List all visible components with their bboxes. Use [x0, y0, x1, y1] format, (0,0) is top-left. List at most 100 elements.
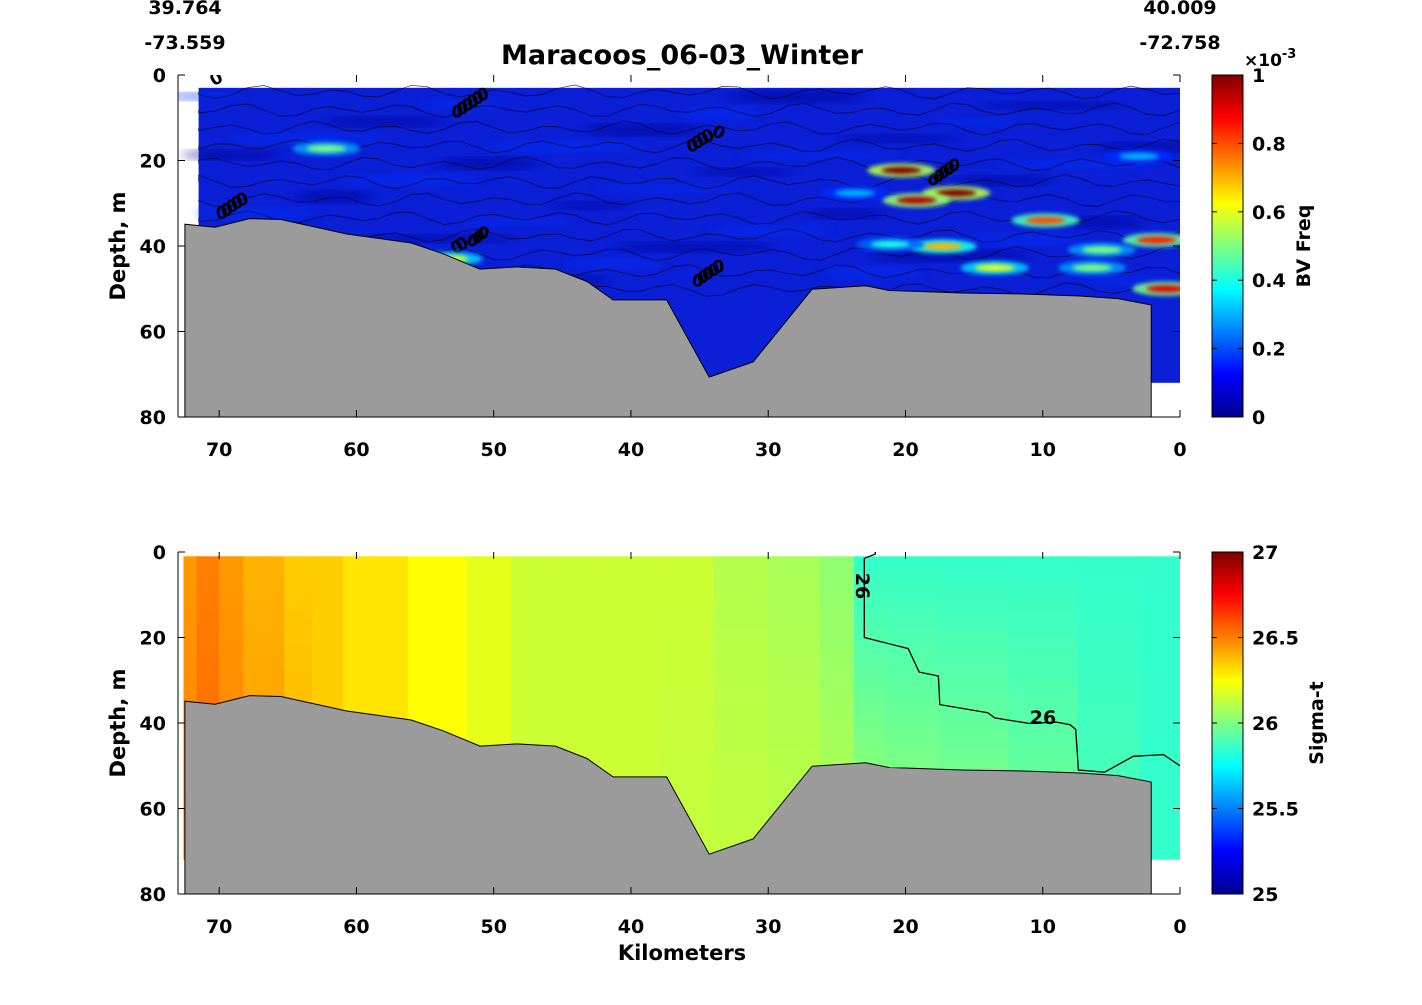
- bv-contour-label: 0: [947, 156, 961, 177]
- colorbar-tick-label: 0.4: [1252, 270, 1286, 292]
- bv-exponent-base: ×10: [1244, 51, 1282, 71]
- bv-colorbar-label: BV Freq: [1293, 205, 1315, 288]
- bv-hotspot: [1025, 216, 1066, 224]
- bv-hotspot: [834, 189, 875, 197]
- bv-frequency-panel: 0000000000000000000000000000000000000000…: [106, 65, 1187, 461]
- bv-texture: [325, 116, 446, 127]
- bv-zero-contour: [198, 192, 1180, 208]
- bv-contour-label: 0: [712, 257, 725, 278]
- x-tick-label: 0: [1173, 439, 1186, 461]
- colorbar-tick-label: 25: [1252, 884, 1278, 906]
- bv-contour-label: 0: [215, 203, 228, 223]
- x-tick-label: 20: [892, 439, 918, 461]
- bv-contour-label: 0: [475, 84, 491, 106]
- bv-hotspots: [292, 141, 1180, 296]
- bv-texture: [437, 157, 538, 170]
- x-axis-label: Kilometers: [618, 941, 746, 965]
- contour-label-26-lower: 26: [1030, 707, 1056, 729]
- bv-texture: [966, 233, 1087, 246]
- bv-contour-label: 0: [702, 264, 715, 285]
- bv-texture: [982, 101, 1123, 110]
- x-tick-label: 10: [1030, 916, 1056, 938]
- bv-colorbar-ticks: 0 0.2 0.4 0.6 0.8 1: [1212, 65, 1286, 429]
- x-axis-bottom: 70 60 50 40 30 20 10 0: [178, 552, 1187, 938]
- y-axis-top: 0 20 40 60 80: [140, 65, 1180, 429]
- bv-hotspot: [1146, 285, 1180, 293]
- sigma-t-colorbar-ticks: 25 25.5 26 26.5 27: [1212, 542, 1299, 906]
- bv-texture: [581, 124, 702, 137]
- bv-texture: [453, 218, 574, 227]
- bv-zero-contour: [198, 156, 1180, 172]
- bv-colorbar: 0 0.2 0.4 0.6 0.8 1 ×10-3 BV Freq: [1211, 47, 1315, 429]
- bv-contour-label: 0: [470, 88, 485, 110]
- bv-hotspot: [896, 196, 937, 204]
- bv-exponent-power: -3: [1282, 47, 1296, 62]
- y-tick-label: 0: [153, 542, 166, 564]
- bv-contour-label: 0: [707, 261, 719, 281]
- chart-title: Maracoos_06-03_Winter: [501, 40, 864, 71]
- y-tick-label: 80: [140, 407, 166, 429]
- x-tick-label: 40: [618, 439, 644, 461]
- x-tick-label: 70: [206, 916, 232, 938]
- bv-hotspot: [936, 189, 977, 197]
- bv-texture: [678, 107, 759, 120]
- bathymetry-top: [184, 218, 1152, 418]
- x-tick-label: 0: [1173, 916, 1186, 938]
- bv-zero-contour: [198, 120, 1180, 136]
- end-longitude: -72.758: [1139, 32, 1220, 54]
- y-tick-label: 80: [140, 884, 166, 906]
- bv-texture: [178, 92, 246, 101]
- bv-texture: [838, 134, 959, 143]
- bv-colorbar-exponent: ×10-3: [1244, 47, 1296, 71]
- y-axis-label-bottom: Depth, m: [106, 669, 130, 778]
- x-axis-top: 70 60 50 40 30 20 10 0: [178, 75, 1187, 461]
- colorbar-tick-label: 0.2: [1252, 339, 1286, 361]
- bv-texture: [613, 242, 774, 253]
- colorbar-tick-label: 27: [1252, 542, 1278, 564]
- bv-zero-contour: [198, 84, 1180, 100]
- x-tick-label: 30: [755, 439, 781, 461]
- sigma-t-panel: 26 26 70 60 50 40 30 20 10 0 0 20 40 60 80 Depth, m…: [106, 542, 1187, 965]
- x-tick-label: 50: [480, 916, 506, 938]
- y-tick-label: 40: [140, 713, 166, 735]
- bv-hotspot: [922, 242, 963, 250]
- bv-contour-label: 0: [696, 267, 711, 288]
- bv-texture: [566, 258, 667, 269]
- bv-contour-label: 0: [461, 95, 473, 115]
- bv-hotspot: [306, 145, 347, 153]
- sigma-t-colorbar: 25 25.5 26 26.5 27 Sigma-t: [1211, 542, 1328, 906]
- bv-contour-label: 0: [941, 159, 956, 181]
- bv-contour-label: 0: [450, 102, 464, 123]
- start-longitude: -73.559: [144, 32, 225, 54]
- colorbar-tick-label: 0.6: [1252, 202, 1286, 224]
- bv-contour-label: 0: [220, 200, 234, 221]
- bv-contour-label: 0: [466, 92, 480, 113]
- bv-hotspot: [1072, 264, 1113, 272]
- y-axis-label-top: Depth, m: [106, 192, 130, 301]
- y-tick-label: 60: [140, 322, 166, 344]
- y-tick-label: 40: [140, 236, 166, 258]
- contour-label-26-upper: 26: [851, 573, 873, 599]
- y-tick-label: 20: [140, 628, 166, 650]
- bv-hotspot: [1118, 152, 1159, 160]
- bv-hotspot: [881, 166, 922, 174]
- sigma-t-contour-26: [863, 552, 1180, 773]
- x-tick-label: 20: [892, 916, 918, 938]
- bv-contour-label: 0: [936, 162, 952, 184]
- bv-texture: [725, 90, 866, 103]
- x-tick-label: 60: [343, 916, 369, 938]
- x-tick-label: 50: [480, 439, 506, 461]
- bv-texture: [935, 118, 1016, 127]
- bv-contour-label: 0: [684, 135, 701, 158]
- bv-texture: [550, 201, 631, 210]
- bv-contour-label: 0: [456, 99, 469, 120]
- end-latitude: 40.009: [1143, 0, 1216, 19]
- bv-colorbar-gradient: [1211, 74, 1244, 418]
- colorbar-tick-label: 0: [1252, 407, 1265, 429]
- bv-zero-contour: [198, 102, 1180, 118]
- bv-texture: [422, 99, 503, 110]
- bv-texture: [710, 225, 831, 236]
- x-tick-label: 70: [206, 439, 232, 461]
- sigma-t-colorbar-label: Sigma-t: [1306, 681, 1328, 764]
- x-tick-label: 10: [1030, 439, 1056, 461]
